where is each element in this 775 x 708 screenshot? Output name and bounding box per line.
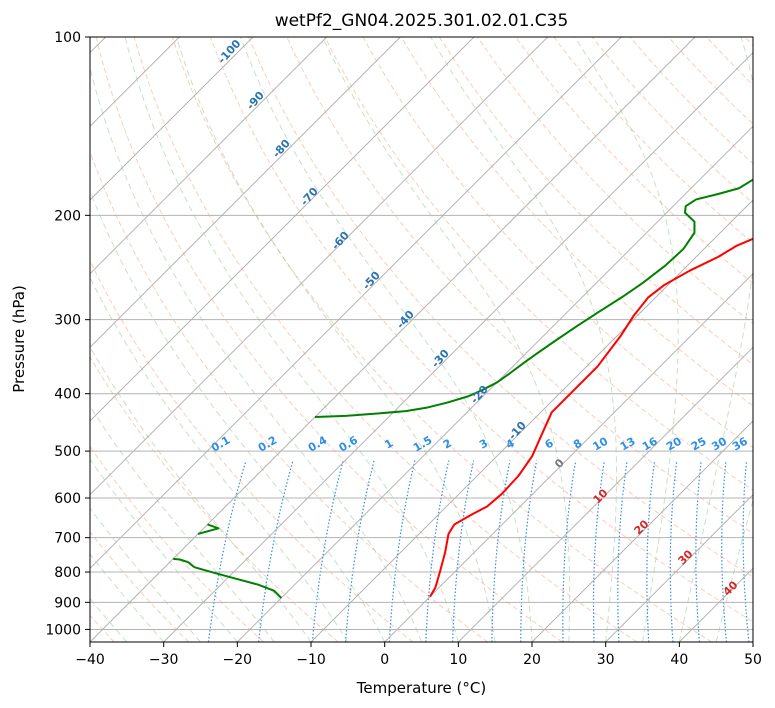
moist-adiabat-line (90, 553, 165, 642)
mixing-ratio-line (311, 460, 344, 642)
mixing-ratio-line (207, 460, 247, 642)
isotherm-line (236, 125, 753, 642)
isotherm-line (310, 199, 753, 642)
x-tick-label: 50 (744, 652, 762, 668)
moist-adiabat-line (90, 405, 275, 642)
mixing-ratio-line (388, 460, 416, 642)
isotherm-line (531, 420, 753, 642)
y-tick-label: 900 (54, 595, 81, 611)
x-tick-label: −30 (149, 652, 179, 668)
profile-line (429, 237, 753, 598)
x-tick-label: 0 (380, 652, 389, 668)
plot-background (90, 37, 753, 642)
moist-adiabat-line (90, 189, 386, 642)
moist-adiabat-line (175, 37, 496, 642)
moist-adiabat-line (574, 37, 679, 642)
mixing-ratio-line (562, 460, 577, 642)
x-tick-label: 20 (523, 652, 541, 668)
isotherm-line (457, 346, 753, 642)
mixing-ratio-line (520, 460, 538, 642)
isotherm-line (752, 641, 753, 642)
isotherm-line (90, 37, 696, 642)
mixing-ratio-line (344, 460, 375, 642)
profile-line (197, 523, 220, 535)
y-tick-label: 1000 (45, 622, 81, 638)
dry-adiabat-line (210, 37, 753, 623)
dry-adiabat-line (553, 37, 753, 244)
isotherm-line (90, 37, 328, 275)
x-tick-label: −10 (296, 652, 326, 668)
plot-frame (89, 36, 754, 643)
dry-adiabat-line (400, 37, 753, 407)
mixing-ratio-line (765, 461, 772, 643)
dry-adiabat-line (90, 356, 339, 642)
mixing-ratio-line (646, 460, 656, 642)
mixing-ratio-line (617, 460, 628, 642)
isotherm-line (90, 37, 475, 422)
x-tick-label: 40 (670, 652, 688, 668)
moist-adiabat-line (90, 458, 238, 642)
y-tick-label: 500 (54, 444, 81, 460)
mixing-ratio-line (669, 460, 678, 642)
dry-adiabat-line (286, 37, 753, 534)
moist-adiabat-line (90, 66, 422, 642)
isotherm-line (90, 37, 401, 349)
x-axis-title: Temperature (°C) (356, 679, 486, 697)
y-tick-label: 600 (54, 491, 81, 507)
mixing-ratio-line (695, 460, 702, 642)
mixing-ratio-line (742, 460, 750, 642)
moist-adiabat-line (90, 276, 349, 642)
mixing-ratio-line (258, 460, 294, 642)
x-tick-label: 10 (449, 652, 467, 668)
dry-adiabat-line (90, 531, 190, 642)
dry-adiabat-line (90, 150, 488, 642)
moist-adiabat-line (678, 37, 753, 642)
y-tick-label: 400 (54, 387, 81, 403)
moist-adiabat-line (715, 498, 753, 642)
dry-adiabat-line (248, 37, 753, 578)
y-tick-label: 200 (54, 208, 81, 224)
mixing-ratio-line (721, 460, 728, 642)
isotherm-line (90, 37, 622, 570)
moist-adiabat-line (90, 507, 201, 642)
dry-adiabat-line (133, 37, 638, 642)
mixing-ratio-line (425, 460, 450, 642)
moist-adiabat-line (430, 37, 618, 642)
x-tick-label: 30 (597, 652, 615, 668)
dry-adiabat-line (171, 37, 712, 642)
isotherm-line (90, 37, 254, 201)
x-tick-label: −40 (75, 652, 105, 668)
y-tick-label: 800 (54, 565, 81, 581)
dry-adiabat-line (477, 37, 753, 325)
profile-line (314, 178, 753, 419)
dry-adiabat-line (439, 37, 753, 366)
mixing-ratio-line (592, 460, 605, 642)
x-axis: −40 −30 −20 −10 0 10 20 30 40 50 (75, 642, 762, 668)
y-tick-label: 100 (54, 30, 81, 46)
isotherm-line (605, 493, 753, 642)
isotherm-line (384, 272, 753, 642)
profile-line (173, 557, 283, 599)
x-tick-label: −20 (223, 652, 253, 668)
grid-lines (90, 37, 753, 642)
y-tick-label: 300 (54, 313, 81, 329)
moist-adiabat-line (90, 597, 128, 642)
dry-adiabat-line (591, 37, 753, 204)
moist-adiabat-line (322, 37, 571, 642)
profile-series (173, 178, 753, 599)
y-axis: 1000 900 800 700 600 500 400 300 200 100 (45, 30, 90, 638)
isotherm-line (163, 51, 753, 642)
moist-adiabat-line (239, 37, 533, 642)
dry-adiabat-line (95, 37, 563, 642)
y-axis-title: Pressure (hPa) (10, 285, 28, 393)
dry-adiabat-line (324, 37, 753, 491)
moist-adiabat-line (124, 37, 459, 642)
isotherm-line (90, 37, 549, 496)
dry-adiabat-line (90, 259, 414, 642)
y-tick-label: 700 (54, 531, 81, 547)
chart-title: wetPf2_GN04.2025.301.02.01.C35 (275, 11, 569, 31)
moist-adiabat-line (752, 640, 753, 642)
